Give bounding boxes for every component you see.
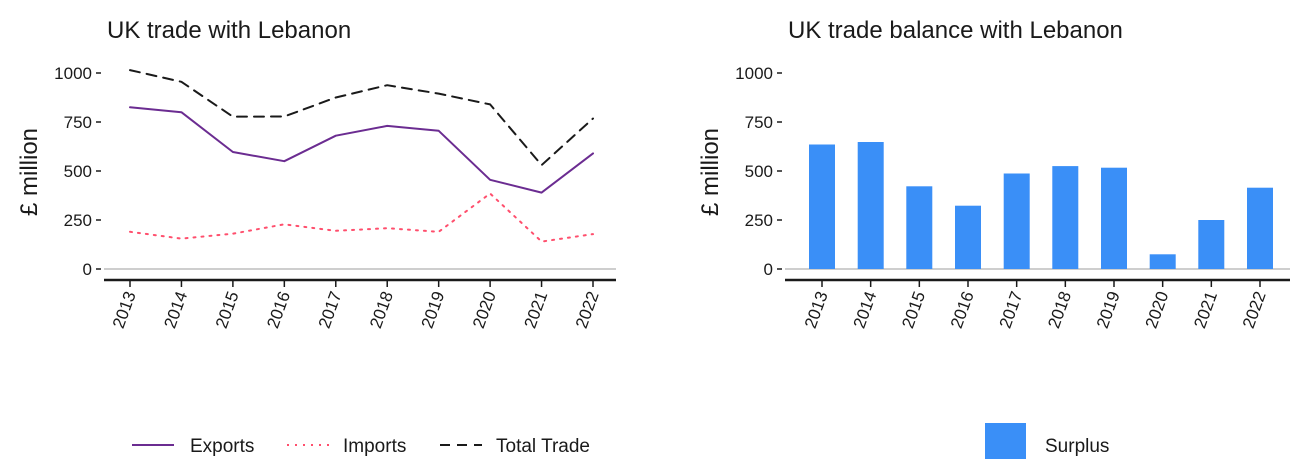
x-tick-label: 2017 [315, 289, 346, 331]
series-line-exports [129, 106, 594, 194]
x-tick-label: 2016 [263, 289, 294, 331]
legend-label: Total Trade [496, 436, 590, 457]
bar-2019 [1101, 167, 1127, 269]
x-tick-label: 2019 [418, 289, 449, 331]
bar-2013 [809, 144, 835, 269]
x-tick-label: 2013 [801, 289, 832, 331]
x-tick-label: 2020 [1142, 289, 1173, 331]
y-tick-label: 500 [64, 162, 92, 181]
x-tick-label: 2018 [366, 289, 397, 331]
x-tick-label: 2017 [996, 289, 1027, 331]
trade-balance-bar-chart: UK trade balance with Lebanon £ million … [697, 17, 1290, 459]
bars [809, 142, 1273, 269]
bar-2022 [1247, 187, 1273, 269]
legend-label: Surplus [1045, 436, 1109, 457]
y-axis-ticks: 0 250 500 750 1000 [54, 64, 101, 279]
bar-2021 [1198, 220, 1225, 269]
x-tick-label: 2021 [1190, 289, 1221, 331]
bar-2014 [857, 142, 884, 269]
x-tick-label: 2014 [160, 289, 191, 331]
y-tick-label: 1000 [735, 64, 773, 83]
y-tick-label: 500 [745, 162, 773, 181]
x-tick-label: 2014 [850, 289, 881, 331]
x-tick-label: 2020 [469, 289, 500, 331]
x-tick-label: 2018 [1044, 289, 1075, 331]
chart-title: UK trade balance with Lebanon [788, 17, 1123, 44]
chart-title: UK trade with Lebanon [107, 17, 351, 44]
series-line-imports [129, 192, 594, 243]
bar-2017 [1003, 173, 1030, 269]
bar-2018 [1052, 166, 1079, 269]
x-tick-label: 2016 [947, 289, 978, 331]
x-tick-label: 2015 [212, 289, 243, 331]
y-tick-label: 250 [745, 211, 773, 230]
legend-label: Exports [190, 436, 254, 457]
legend: Exports Imports Total Trade [132, 436, 590, 457]
x-tick-label: 2015 [898, 289, 929, 331]
x-tick-label: 2022 [1239, 289, 1270, 331]
y-tick-label: 1000 [54, 64, 92, 83]
y-axis-label: £ million [16, 128, 43, 216]
legend-label: Imports [343, 436, 406, 457]
x-axis-ticks: 2013 2014 2015 2016 2017 2018 2019 2020 2021 2022 [801, 281, 1270, 331]
x-tick-label: 2021 [521, 289, 552, 331]
bar-2020 [1149, 254, 1176, 269]
x-axis-ticks: 2013 2014 2015 2016 2017 2018 2019 2020 2021 2022 [109, 281, 603, 331]
y-axis-ticks: 0 250 500 750 1000 [735, 64, 782, 279]
bar-2016 [955, 205, 981, 269]
x-tick-label: 2022 [572, 289, 603, 331]
legend: Surplus [985, 423, 1109, 459]
bar-2015 [906, 186, 933, 269]
series-lines [129, 69, 594, 243]
trade-line-chart: UK trade with Lebanon £ million 0 250 500 7… [16, 17, 616, 457]
x-tick-label: 2013 [109, 289, 140, 331]
legend-key [985, 423, 1026, 459]
series-line-total-trade [129, 69, 594, 167]
y-tick-label: 750 [64, 113, 92, 132]
x-tick-label: 2019 [1093, 289, 1124, 331]
y-tick-label: 0 [764, 260, 773, 279]
y-tick-label: 750 [745, 113, 773, 132]
y-tick-label: 250 [64, 211, 92, 230]
y-tick-label: 0 [83, 260, 92, 279]
y-axis-label: £ million [697, 128, 724, 216]
